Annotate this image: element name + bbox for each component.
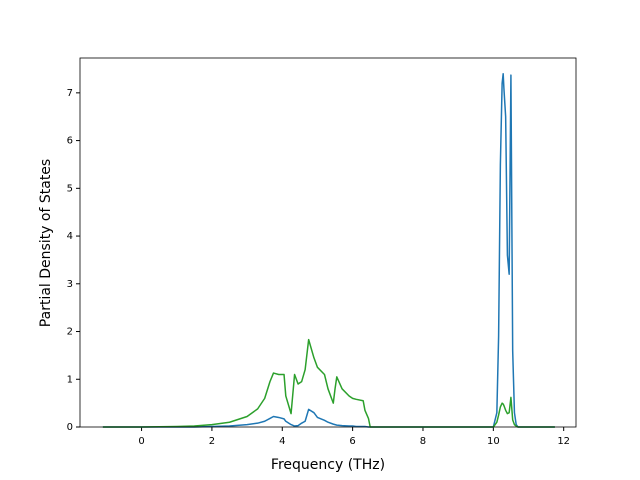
y-tick-label: 3 (67, 279, 73, 290)
x-tick-label: 6 (349, 436, 355, 447)
x-tick-label: 0 (138, 436, 144, 447)
series-line (102, 338, 555, 428)
y-tick-label: 4 (67, 231, 73, 242)
x-tick-label: 2 (209, 436, 215, 447)
x-tick-label: 10 (487, 436, 500, 447)
series-line (102, 73, 555, 428)
x-tick-label: 8 (420, 436, 426, 447)
x-axis-label: Frequency (THz) (271, 457, 385, 473)
plot-frame (79, 57, 577, 428)
y-tick-label: 0 (67, 422, 73, 433)
y-tick-label: 1 (67, 374, 73, 385)
y-tick-label: 2 (67, 327, 73, 338)
y-tick-label: 6 (67, 136, 73, 147)
y-tick-label: 7 (67, 88, 73, 99)
y-tick-label: 5 (67, 183, 73, 194)
y-axis-label: Partial Density of States (38, 159, 54, 327)
x-tick-label: 4 (279, 436, 285, 447)
x-tick-label: 12 (557, 436, 570, 447)
